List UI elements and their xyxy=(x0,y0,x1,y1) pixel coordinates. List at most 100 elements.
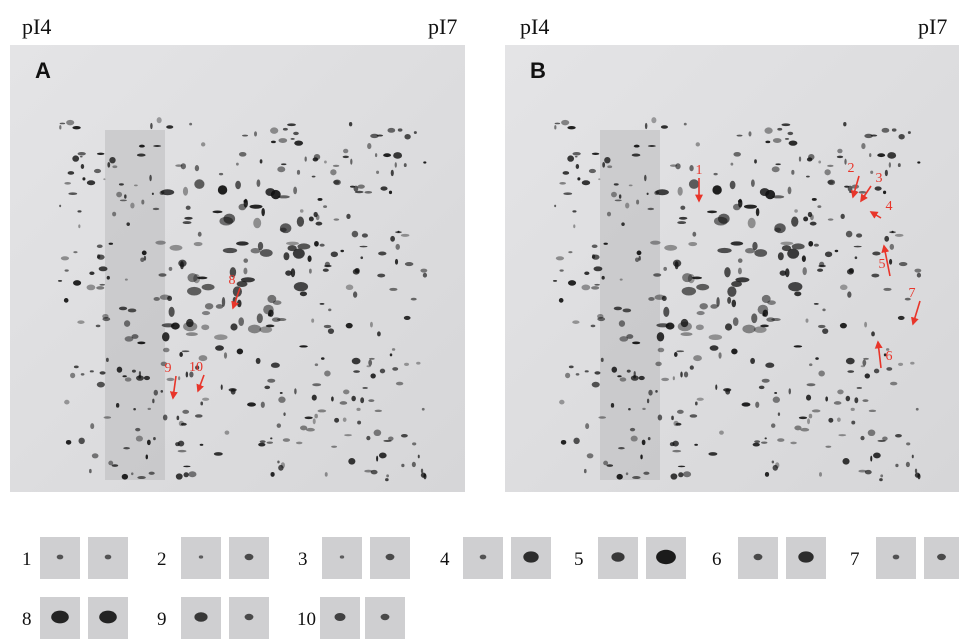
gel-spot xyxy=(220,384,223,390)
gel-spot xyxy=(708,452,718,456)
gel-spot xyxy=(331,396,334,402)
gel-spot xyxy=(351,395,356,402)
gel-spot xyxy=(817,268,824,272)
gel-spot xyxy=(103,416,112,419)
gel-spot xyxy=(350,185,356,188)
gel-spot xyxy=(898,134,905,140)
gel-spot xyxy=(648,297,655,301)
gel-spot xyxy=(585,423,590,430)
gel-spot xyxy=(63,298,69,303)
gel-spot xyxy=(824,251,833,258)
gel-spot xyxy=(315,221,323,226)
gel-spot xyxy=(119,199,127,202)
arrow-label: 2 xyxy=(848,161,855,176)
gel-spot xyxy=(844,185,850,188)
gel-spot xyxy=(348,457,356,465)
gel-spot xyxy=(388,436,394,441)
gel-spot xyxy=(334,417,340,423)
gel-spot xyxy=(606,211,612,217)
gel-spot xyxy=(750,357,755,364)
gel-spot xyxy=(762,313,766,317)
gel-spot xyxy=(877,153,886,158)
gel-spot xyxy=(237,299,242,308)
gel-spot xyxy=(247,324,262,334)
gel-spot xyxy=(247,402,256,407)
gel-spot xyxy=(364,191,373,194)
gel-spot xyxy=(689,365,694,370)
gel-spot xyxy=(787,186,792,195)
gel-spot xyxy=(787,131,794,136)
gel-spot xyxy=(394,258,399,265)
gel-spot xyxy=(215,345,224,351)
gel-spot xyxy=(277,166,286,173)
inset-label: 9 xyxy=(157,609,167,630)
gel-spot xyxy=(257,241,264,251)
arrow xyxy=(850,175,860,199)
gel-spot xyxy=(732,317,739,326)
gel-spot xyxy=(559,269,564,272)
gel-spot xyxy=(108,242,114,245)
gel-spot xyxy=(672,449,682,453)
gel-spot xyxy=(390,235,395,242)
gel-spot xyxy=(567,280,577,286)
gel-spot xyxy=(200,401,204,406)
gel-spot xyxy=(123,447,130,450)
gel-spot xyxy=(270,140,276,144)
gel-spot xyxy=(742,324,756,334)
gel-spot xyxy=(390,169,394,177)
gel-spot xyxy=(412,442,417,446)
gel-spot xyxy=(141,250,147,256)
gel-spot xyxy=(916,272,922,278)
gel-spot xyxy=(798,416,808,420)
gel-spot xyxy=(618,447,625,450)
gel-spot xyxy=(643,471,650,475)
gel-spot xyxy=(910,361,915,365)
gel-spot xyxy=(575,373,580,376)
gel-spot xyxy=(366,435,371,441)
gel-spot xyxy=(603,460,609,466)
gel-spot xyxy=(567,126,576,130)
gel-spot xyxy=(619,336,629,342)
gel-spot xyxy=(95,324,101,328)
gel-spot xyxy=(881,127,890,133)
gel-spot xyxy=(873,452,881,459)
gel-spot xyxy=(717,247,732,254)
gel-spot xyxy=(177,449,187,453)
gel-spot xyxy=(80,373,85,376)
gel-spot xyxy=(259,326,273,333)
gel-spot xyxy=(905,461,910,468)
inset-spot xyxy=(385,553,395,561)
gel-spot xyxy=(202,397,210,401)
gel-spot xyxy=(374,153,378,158)
gel-spot xyxy=(696,283,710,291)
gel-spot xyxy=(293,131,299,136)
gel-spot xyxy=(182,186,189,196)
gel-spot xyxy=(420,268,428,273)
gel-spot xyxy=(879,478,883,482)
gel-spot xyxy=(772,396,781,403)
gel-spot xyxy=(236,162,239,166)
gel-spot xyxy=(675,163,681,170)
gel-spot xyxy=(308,216,314,222)
gel-spot xyxy=(73,280,82,286)
gel-spot xyxy=(327,328,335,334)
gel-spot xyxy=(59,204,62,208)
gel-spot xyxy=(741,402,751,407)
gel-spot xyxy=(393,152,403,159)
gel-spot xyxy=(140,257,145,262)
gel-spot xyxy=(127,308,137,313)
gel-spot xyxy=(98,266,108,272)
gel-spot xyxy=(324,264,332,268)
gel-spot xyxy=(671,415,674,421)
gel-spot xyxy=(135,427,141,432)
gel-spot xyxy=(864,133,873,139)
gel-spot xyxy=(754,440,761,443)
gel-spot xyxy=(254,131,258,137)
gel-spot xyxy=(808,413,813,419)
gel-spot xyxy=(145,454,149,460)
gel-spot xyxy=(411,461,416,468)
gel-spot xyxy=(103,178,106,181)
gel-spot xyxy=(300,425,308,431)
gel-spot xyxy=(322,268,329,272)
gel-spot xyxy=(843,121,847,127)
